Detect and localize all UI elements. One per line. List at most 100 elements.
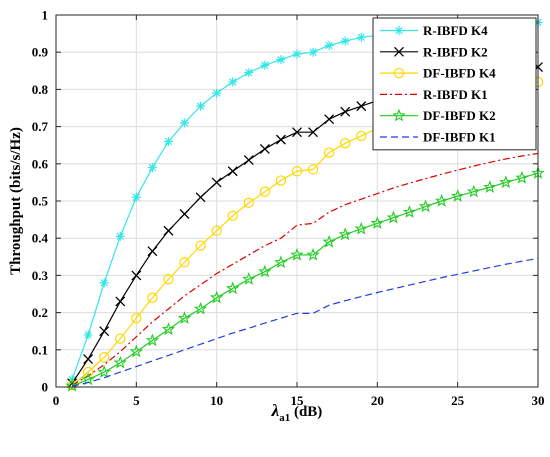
data-point-marker: [356, 101, 367, 112]
data-point-marker: [196, 101, 206, 111]
x-axis-label: λa1 (dB): [271, 401, 323, 424]
data-point-marker: [81, 372, 95, 386]
data-point-marker: [98, 352, 110, 363]
legend-label: R-IBFD K4: [423, 23, 488, 38]
y-tick-label: 0.7: [32, 119, 49, 134]
y-tick-label: 0.8: [32, 82, 49, 97]
legend-marker: [394, 26, 404, 35]
legend-marker: [394, 46, 404, 57]
data-point-marker: [259, 186, 271, 197]
data-point-marker: [65, 378, 79, 392]
data-point-marker: [370, 216, 385, 230]
series-group-5: [65, 166, 545, 392]
y-tick-label: 0.1: [32, 342, 48, 357]
data-point-marker: [179, 209, 190, 219]
x-axis-label-subscript: a1: [279, 412, 290, 424]
data-point-marker: [483, 180, 497, 193]
data-point-marker: [83, 354, 94, 365]
series-line: [71, 152, 539, 386]
data-point-marker: [274, 255, 288, 269]
y-tick-label: 0.4: [32, 231, 49, 246]
data-point-marker: [163, 136, 173, 146]
data-point-marker: [450, 189, 465, 202]
data-point-marker: [115, 231, 125, 241]
data-point-marker: [292, 49, 302, 59]
y-tick-label: 0.3: [32, 268, 49, 283]
data-point-marker: [323, 147, 335, 158]
data-point-marker: [227, 210, 238, 222]
legend-label: R-IBFD K1: [423, 87, 488, 102]
x-tick-label: 20: [371, 393, 384, 408]
x-tick-label: 15: [291, 393, 305, 408]
x-axis-label-unit: (dB): [290, 404, 322, 420]
data-point-marker: [147, 163, 157, 173]
data-point-marker: [131, 312, 142, 324]
data-point-marker: [354, 221, 369, 235]
data-point-marker: [145, 333, 160, 347]
data-point-marker: [99, 326, 110, 337]
legend-marker: [392, 108, 406, 122]
y-tick-label: 0.6: [32, 156, 49, 171]
legend-marker: [393, 67, 405, 79]
data-point-marker: [243, 197, 254, 209]
data-point-marker: [180, 118, 190, 128]
series-group-4: [71, 152, 539, 386]
data-point-marker: [322, 234, 336, 248]
data-point-marker: [290, 247, 304, 261]
data-point-marker: [340, 36, 350, 46]
data-point-marker: [209, 290, 224, 304]
data-point-marker: [195, 240, 206, 251]
data-point-marker: [177, 311, 192, 324]
x-tick-label: 30: [532, 393, 545, 408]
x-tick-label: 10: [210, 393, 223, 408]
data-point-marker: [466, 184, 481, 198]
data-point-marker: [227, 166, 238, 177]
x-tick-label: 25: [451, 393, 465, 408]
data-point-marker: [402, 205, 417, 218]
legend: R-IBFD K4 R-IBFD K2 DF-IBFD K4 R-IBFD K1 DF-…: [372, 17, 537, 151]
data-point-marker: [307, 164, 319, 175]
data-point-marker: [195, 192, 206, 203]
data-point-marker: [356, 130, 367, 142]
data-point-marker: [340, 106, 351, 117]
data-point-marker: [324, 114, 335, 125]
data-point-marker: [97, 365, 111, 378]
y-tick-label: 0.5: [32, 194, 49, 209]
legend-label: DF-IBFD K1: [423, 130, 496, 145]
data-point-marker: [308, 127, 319, 138]
data-point-marker: [99, 278, 109, 288]
data-point-marker: [161, 322, 176, 336]
data-point-marker: [225, 281, 240, 295]
data-point-marker: [260, 60, 270, 70]
data-point-marker: [242, 272, 256, 285]
data-point-marker: [499, 175, 513, 189]
y-tick-label: 0.9: [32, 45, 49, 60]
y-tick-label: 0.2: [32, 305, 48, 320]
data-point-marker: [306, 247, 320, 261]
data-point-marker: [292, 127, 302, 138]
data-point-marker: [418, 199, 433, 213]
data-point-marker: [324, 41, 334, 51]
data-point-marker: [244, 68, 254, 78]
data-point-marker: [211, 225, 222, 236]
data-point-marker: [308, 47, 318, 57]
legend-label: DF-IBFD K4: [423, 66, 496, 81]
data-point-marker: [340, 138, 351, 149]
data-point-marker: [386, 210, 401, 224]
data-point-marker: [147, 246, 158, 257]
series-group-6: [71, 257, 539, 387]
data-point-marker: [193, 301, 208, 315]
tick-layer: 0 5 10 15 20 25 30 0 0.1 0.2 0.3 0.4 0.5 0.6 0.7 0.8 0.9…: [32, 8, 545, 409]
data-point-marker: [275, 134, 286, 145]
data-point-marker: [115, 333, 126, 344]
legend-label: DF-IBFD K2: [423, 108, 496, 123]
data-point-marker: [131, 192, 141, 202]
data-point-marker: [338, 227, 352, 241]
y-tick-label: 0: [42, 380, 49, 395]
x-axis-label-symbol: λ: [271, 401, 280, 420]
data-point-marker: [276, 55, 286, 65]
series-line: [71, 257, 539, 387]
y-axis-label: Throughput (bits/s/Hz): [8, 127, 24, 275]
